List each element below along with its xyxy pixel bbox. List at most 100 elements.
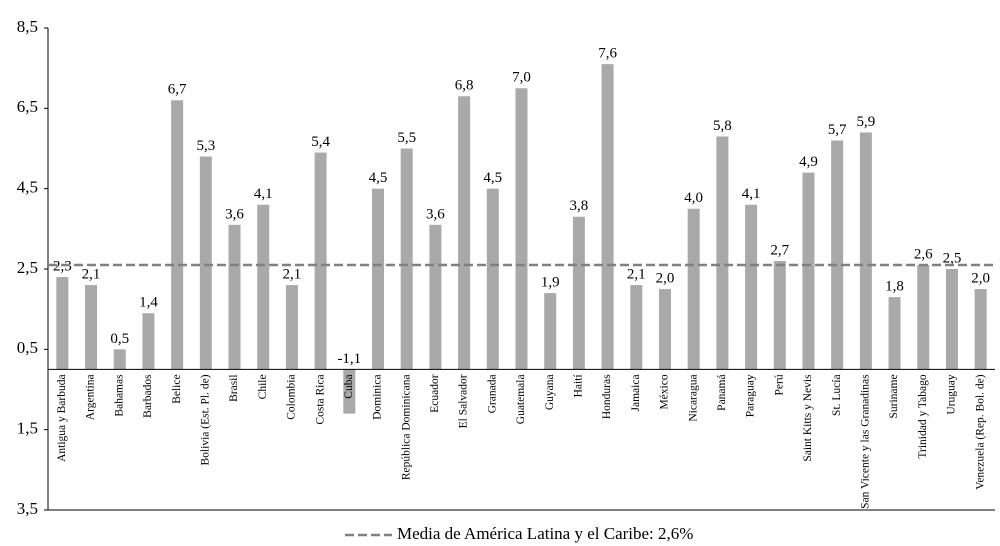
value-label: 4,9 [799,154,818,170]
x-tick-label: Cuba [343,374,355,398]
x-tick-label: Ecuador [429,374,441,412]
y-tick-label: 4,5 [17,178,38,197]
value-label: 7,0 [512,70,531,86]
value-label: 2,3 [53,258,72,274]
x-tick-label: Nicaragua [687,374,699,421]
value-label: 0,5 [110,331,129,347]
value-label: 3,6 [225,206,244,222]
value-label: 1,4 [139,295,158,311]
bar [515,88,528,370]
bar [802,172,815,370]
value-label: 5,8 [713,118,732,134]
x-tick-label: Paraguay [745,374,757,417]
x-tick-label: Guatemala [515,374,527,424]
bar [917,264,930,370]
value-label: -1,1 [337,351,361,367]
x-tick-label: Belice [171,374,183,403]
x-tick-label: Haití [573,374,585,398]
value-label: 2,0 [971,271,990,287]
x-tick-label: Panamá [716,374,728,410]
value-label: 1,9 [541,275,560,291]
bar [458,96,471,370]
value-label: 2,1 [283,267,302,283]
x-tick-label: Barbados [142,374,154,418]
x-tick-label: Chile [257,374,269,399]
bar [257,204,270,370]
value-label: 2,7 [770,242,789,258]
bar [343,369,356,414]
x-tick-label: Jamaica [630,374,642,411]
bar [888,297,901,370]
bar [945,269,958,370]
bar [171,100,184,370]
value-label: 5,7 [828,122,847,138]
value-label: 4,5 [369,170,388,186]
bar [486,188,499,370]
bar [372,188,385,370]
bar [544,293,557,370]
y-tick-label: 3,5 [17,499,38,518]
x-tick-label: San Vicente y las Granadinas [860,374,872,509]
bar [142,313,155,370]
bar [974,289,987,370]
value-label: 3,8 [570,198,589,214]
bar [831,140,844,370]
bar [859,132,872,370]
value-label: 4,0 [684,190,703,206]
y-tick-label: 6,5 [17,97,38,116]
x-tick-label: República Dominicana [400,374,412,480]
x-tick-label: Bolivia (Est. Pl. de) [199,374,211,465]
x-tick-label: México [659,374,671,409]
value-label: 2,5 [943,250,962,266]
value-label: 3,6 [426,206,445,222]
bar [773,260,786,370]
x-tick-label: Costa Rica [314,374,326,424]
value-label: 6,8 [455,78,474,94]
x-tick-label: El Salvador [458,374,470,428]
legend-label: Media de América Latina y el Caribe: 2,6… [397,524,693,543]
bar [85,285,98,370]
bar [745,204,758,370]
y-tick-label: 1,5 [17,419,38,438]
value-label: 7,6 [598,46,617,62]
x-tick-label: Perú [773,374,785,395]
x-tick-label: Colombia [286,374,298,419]
bar [113,349,126,370]
value-label: 2,1 [82,267,101,283]
x-tick-label: Bahamas [113,374,125,417]
bar [199,156,212,370]
value-label: 5,3 [196,138,215,154]
x-tick-label: Uruguay [946,374,958,414]
value-label: 2,1 [627,267,646,283]
value-label: 4,1 [742,186,761,202]
value-label: 5,5 [397,130,416,146]
value-label: 5,4 [311,134,330,150]
bar [228,224,241,370]
value-label: 4,1 [254,186,273,202]
bar [658,289,671,370]
value-label: 2,6 [914,246,933,262]
bar [314,152,327,370]
bar [285,285,298,370]
x-tick-label: Dominica [372,374,384,419]
x-tick-label: Suriname [888,374,900,418]
x-tick-label: Granada [486,374,498,413]
bar [687,208,700,370]
value-label: 2,0 [656,271,675,287]
y-tick-label: 0,5 [17,338,38,357]
x-tick-label: Saint Kitts y Nevis [802,374,814,462]
x-tick-label: Antigua y Barbuda [56,374,68,462]
value-label: 6,7 [168,82,187,98]
x-tick-label: Trinidad y Tabago [917,374,929,458]
x-tick-label: Honduras [601,374,613,419]
x-tick-label: St. Lucía [831,374,843,416]
value-label: 5,9 [856,114,875,130]
bar [572,216,585,370]
bar [56,277,69,370]
bar [716,136,729,370]
x-tick-label: Venezuela (Rep. Bol. de) [974,374,986,489]
value-label: 1,8 [885,279,904,295]
bar [601,64,614,370]
bar [429,224,442,370]
